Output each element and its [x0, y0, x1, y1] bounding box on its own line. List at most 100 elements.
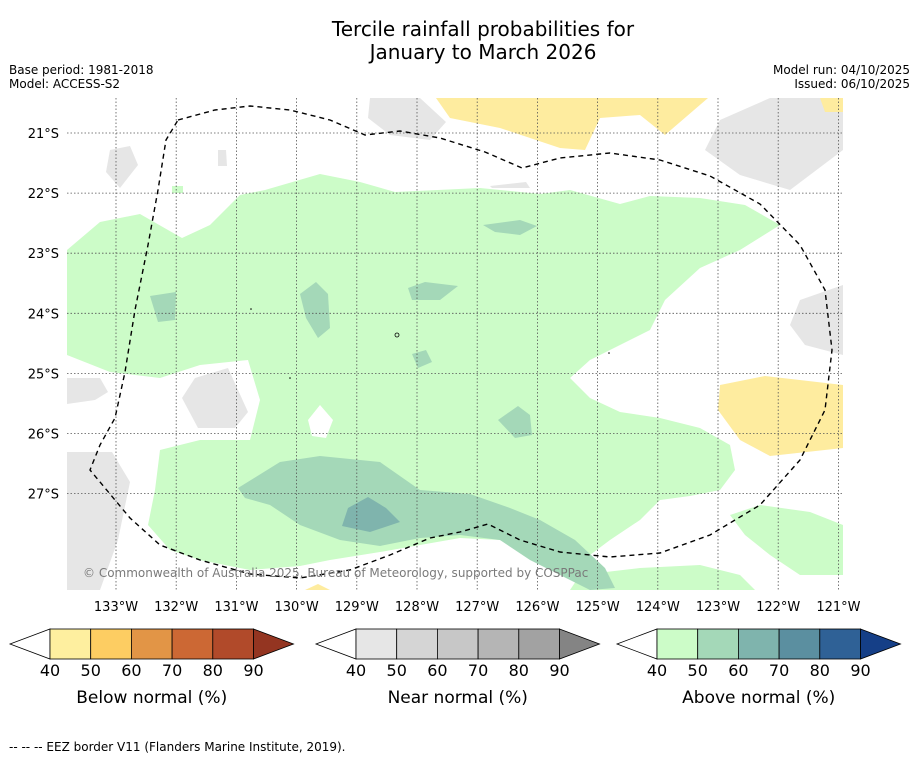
colorbar-tick: 70 [769, 661, 789, 680]
near-normal-region [182, 368, 248, 428]
below-normal-region [436, 98, 708, 150]
colorbar-tick: 80 [203, 661, 223, 680]
title-line-2: January to March 2026 [369, 40, 597, 64]
meta-right: Model run: 04/10/2025 Issued: 06/10/2025 [773, 63, 910, 91]
near-normal-region [490, 182, 530, 188]
colorbar-extend-high [253, 628, 295, 660]
colorbar-tick: 50 [81, 661, 101, 680]
near-normal-region [368, 98, 446, 140]
above-normal-40-region [67, 174, 780, 570]
title-line-1: Tercile rainfall probabilities for [331, 17, 635, 41]
near-normal-region [705, 98, 843, 190]
colorbar-label: Above normal (%) [682, 688, 835, 708]
colorbar-tick: 90 [850, 661, 870, 680]
longitude-label: 130°W [275, 600, 319, 615]
latitude-label: 22°S [28, 187, 59, 202]
longitude-labels: 133°W 132°W 131°W 130°W 129°W 128°W 127°W 126°W… [94, 600, 861, 615]
above-normal-50-region [498, 406, 532, 438]
forecast-map: © Commonwealth of Australia 2025, Bureau… [8, 98, 902, 708]
colorbar-tick: 40 [40, 661, 60, 680]
colorbar-tick: 90 [243, 661, 263, 680]
colorbar-segment [396, 628, 438, 660]
colorbar-segment [171, 628, 214, 660]
near-normal-region [67, 452, 130, 590]
colorbar-tick: 70 [468, 661, 488, 680]
colorbar-label: Near normal (%) [388, 688, 528, 708]
colorbar-segment [697, 628, 739, 660]
latitude-labels: 21°S 22°S 23°S 24°S 25°S 26°S 27°S [28, 127, 59, 503]
colorbar-tick: 40 [647, 661, 667, 680]
contour-mark [289, 377, 291, 379]
colorbar-segment [656, 628, 699, 660]
colorbar-tick: 90 [549, 661, 569, 680]
longitude-label: 131°W [214, 600, 258, 615]
below-normal-region [718, 376, 843, 456]
longitude-label: 133°W [94, 600, 138, 615]
colorbar-segment [436, 628, 479, 660]
colorbar-segment [819, 628, 861, 660]
above-normal-50-region [150, 292, 176, 322]
latitude-label: 27°S [28, 488, 59, 503]
colorbar-segment [518, 628, 560, 660]
colorbar-segment [90, 628, 132, 660]
colorbar-1: 40 50 60 70 80 90 Below normal (%) [8, 628, 295, 708]
contour-mark [394, 332, 400, 338]
longitude-label: 126°W [515, 600, 559, 615]
near-normal-region [218, 150, 227, 166]
longitude-label: 123°W [696, 600, 740, 615]
colorbar-tick: 40 [346, 661, 366, 680]
above-normal-40-region [730, 505, 843, 575]
longitude-label: 129°W [335, 600, 379, 615]
above-normal-40-region [172, 186, 183, 193]
colorbars: 40 50 60 70 80 90 Below normal (%) 40 50 60 70 80 90… [8, 628, 902, 708]
colorbar-segment [477, 628, 520, 660]
colorbar-segment [738, 628, 780, 660]
model-name: Model: ACCESS-S2 [9, 77, 121, 91]
no-signal-hole [308, 405, 333, 438]
latitude-label: 24°S [28, 307, 59, 322]
above-normal-60-region [342, 497, 400, 532]
latitude-label: 23°S [28, 247, 59, 262]
below-normal-region [305, 584, 330, 590]
near-normal-region [106, 146, 138, 188]
base-period: Base period: 1981-2018 [9, 63, 154, 77]
probability-field [67, 98, 843, 590]
longitude-label: 124°W [636, 600, 680, 615]
eez-footnote: -- -- -- EEZ border V11 (Flanders Marine… [9, 740, 346, 754]
chart-title: Tercile rainfall probabilities for Janua… [0, 18, 919, 64]
above-normal-50-region [238, 456, 615, 590]
longitude-label: 128°W [395, 600, 439, 615]
near-normal-region [790, 285, 843, 355]
colorbar-extend-low [314, 628, 357, 660]
longitude-label: 127°W [455, 600, 499, 615]
longitude-label: 132°W [154, 600, 198, 615]
latitude-label: 25°S [28, 367, 59, 382]
colorbar-segment [355, 628, 398, 660]
longitude-label: 121°W [816, 600, 860, 615]
colorbar-extend-low [615, 628, 658, 660]
eez-border [89, 105, 833, 579]
model-run: Model run: 04/10/2025 [772, 63, 910, 77]
latitude-label: 21°S [28, 127, 59, 142]
colorbar-tick: 50 [387, 661, 407, 680]
colorbar-extend-low [8, 628, 51, 660]
above-normal-50-region [300, 282, 330, 338]
above-normal-50-region [408, 282, 458, 300]
longitude-label: 122°W [756, 600, 800, 615]
issued-date: Issued: 06/10/2025 [794, 77, 910, 91]
colorbar-tick: 50 [688, 661, 708, 680]
near-normal-region [67, 378, 108, 404]
meta-left: Base period: 1981-2018 Model: ACCESS-S2 [9, 63, 154, 91]
contour-mark [250, 308, 252, 310]
colorbar-tick: 70 [162, 661, 182, 680]
colorbar-segment [130, 628, 173, 660]
colorbar-tick: 60 [427, 661, 447, 680]
colorbar-label: Below normal (%) [76, 688, 227, 708]
colorbar-2: 40 50 60 70 80 90 Near normal (%) [314, 628, 601, 708]
colorbar-tick: 80 [509, 661, 529, 680]
colorbar-tick: 60 [728, 661, 748, 680]
colorbar-3: 40 50 60 70 80 90 Above normal (%) [615, 628, 902, 708]
map-gridlines [67, 98, 843, 590]
colorbar-segment [778, 628, 821, 660]
colorbar-tick: 60 [121, 661, 141, 680]
